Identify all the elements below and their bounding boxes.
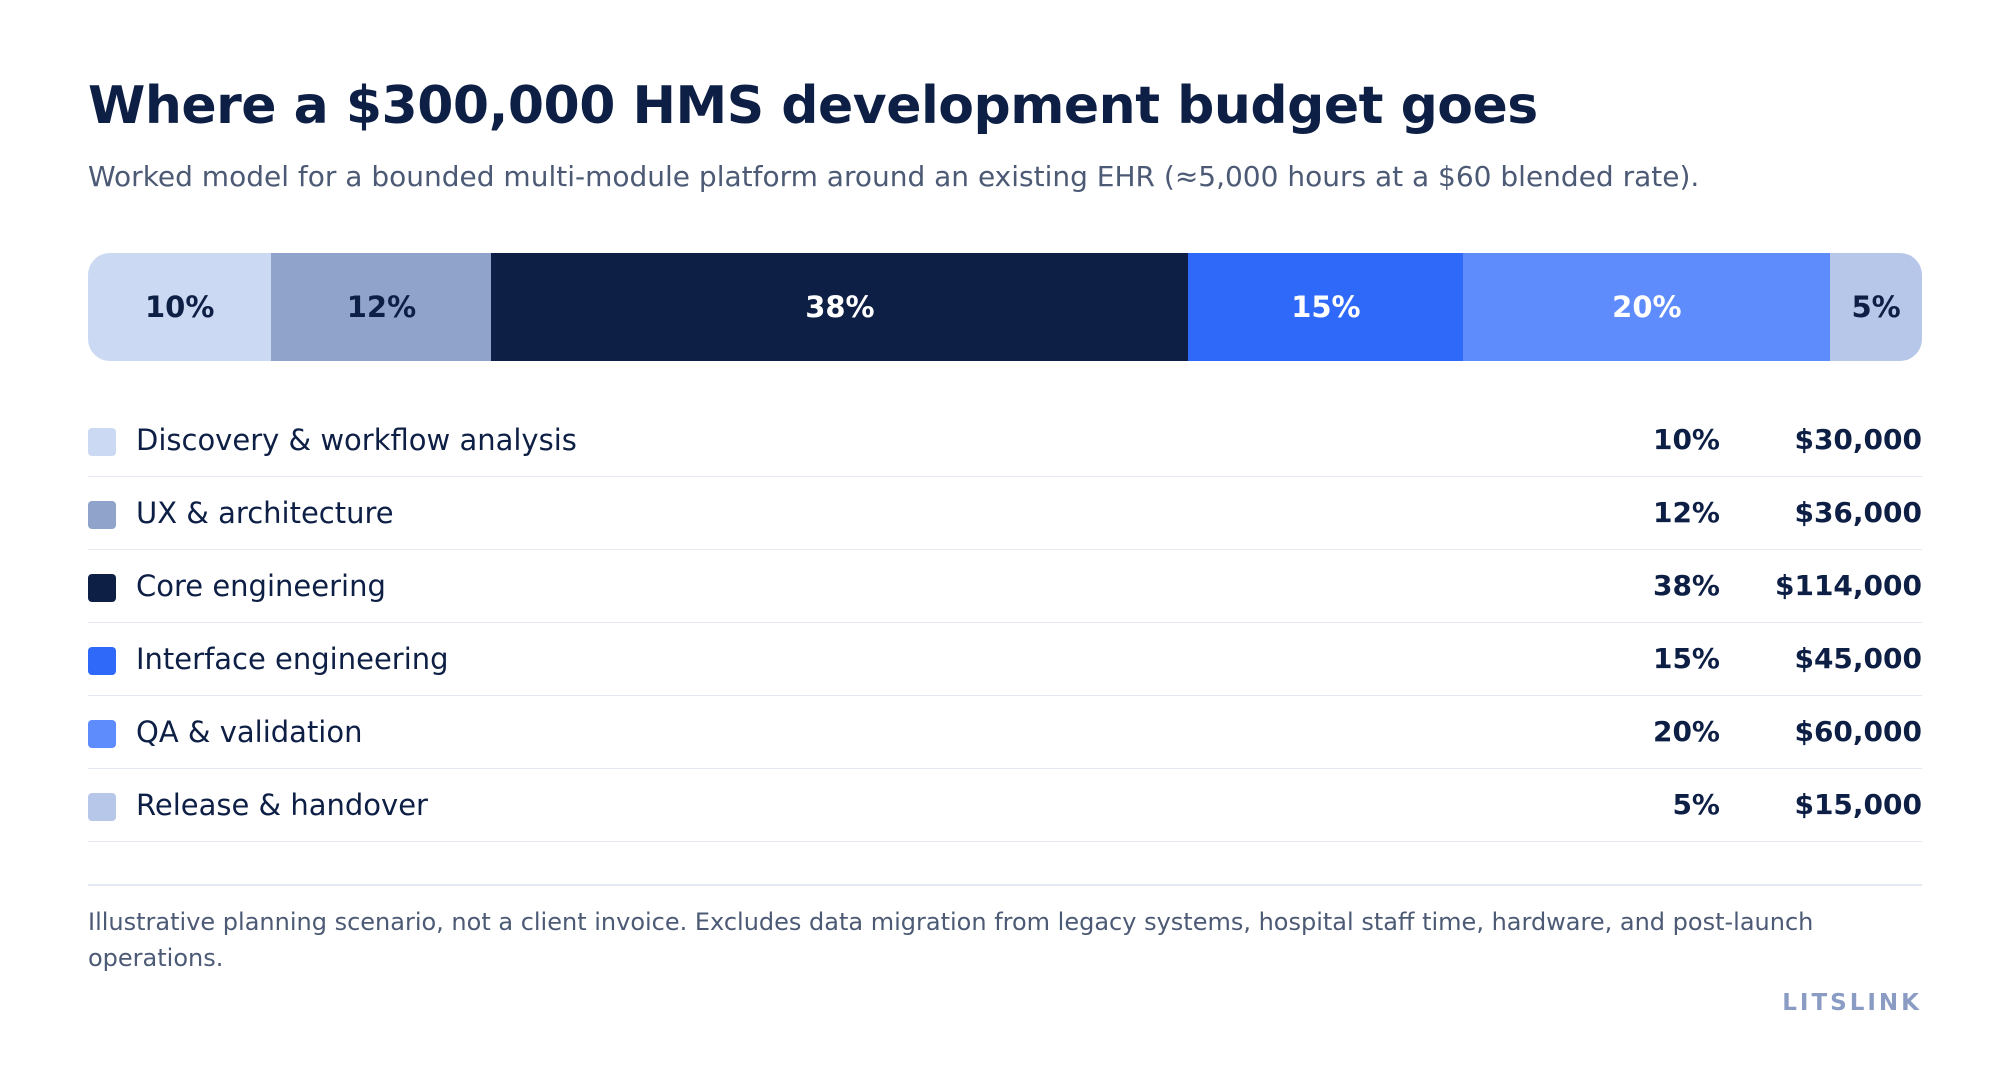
- legend-amount: $36,000: [1794, 496, 1922, 529]
- legend-row: QA & validation 20% $60,000: [88, 696, 1922, 769]
- legend-percent: 12%: [1652, 496, 1720, 529]
- brand-logo: LITSLINK: [1782, 990, 1922, 1016]
- legend-swatch: [88, 793, 116, 821]
- legend-label: Core engineering: [136, 569, 386, 603]
- legend-amount: $114,000: [1774, 569, 1922, 602]
- legend-row: Interface engineering 15% $45,000: [88, 623, 1922, 696]
- footer-divider: [88, 884, 1922, 886]
- budget-breakdown-legend: Discovery & workflow analysis 10% $30,000 U…: [88, 404, 1922, 842]
- bar-segment: 15%: [1188, 253, 1464, 361]
- legend-percent: 15%: [1652, 642, 1720, 675]
- legend-swatch: [88, 428, 116, 456]
- legend-label: Release & handover: [136, 788, 428, 822]
- legend-label: Discovery & workflow analysis: [136, 423, 577, 457]
- legend-label: Interface engineering: [136, 642, 449, 676]
- legend-percent: 5%: [1672, 788, 1720, 821]
- legend-amount: $45,000: [1794, 642, 1922, 675]
- chart-title: Where a $300,000 HMS development budget …: [88, 76, 1538, 136]
- legend-label: UX & architecture: [136, 496, 394, 530]
- legend-row: Discovery & workflow analysis 10% $30,000: [88, 404, 1922, 477]
- bar-segment: 10%: [88, 253, 272, 361]
- legend-percent: 20%: [1652, 715, 1720, 748]
- legend-percent: 10%: [1652, 423, 1720, 456]
- legend-row: UX & architecture 12% $36,000: [88, 477, 1922, 550]
- chart-subtitle: Worked model for a bounded multi-module …: [88, 160, 1700, 193]
- legend-amount: $60,000: [1794, 715, 1922, 748]
- legend-swatch: [88, 574, 116, 602]
- legend-label: QA & validation: [136, 715, 363, 749]
- bar-segment: 20%: [1463, 253, 1831, 361]
- bar-segment: 38%: [491, 253, 1189, 361]
- bar-segment: 12%: [271, 253, 492, 361]
- legend-row: Core engineering 38% $114,000: [88, 550, 1922, 623]
- legend-swatch: [88, 501, 116, 529]
- legend-amount: $15,000: [1794, 788, 1922, 821]
- legend-swatch: [88, 647, 116, 675]
- footnote: Illustrative planning scenario, not a cl…: [88, 908, 1814, 972]
- legend-amount: $30,000: [1794, 423, 1922, 456]
- legend-row: Release & handover 5% $15,000: [88, 769, 1922, 842]
- bar-segment: 5%: [1830, 253, 1922, 361]
- legend-percent: 38%: [1652, 569, 1720, 602]
- stacked-budget-bar: 10% 12% 38% 15% 20% 5%: [88, 253, 1922, 361]
- legend-swatch: [88, 720, 116, 748]
